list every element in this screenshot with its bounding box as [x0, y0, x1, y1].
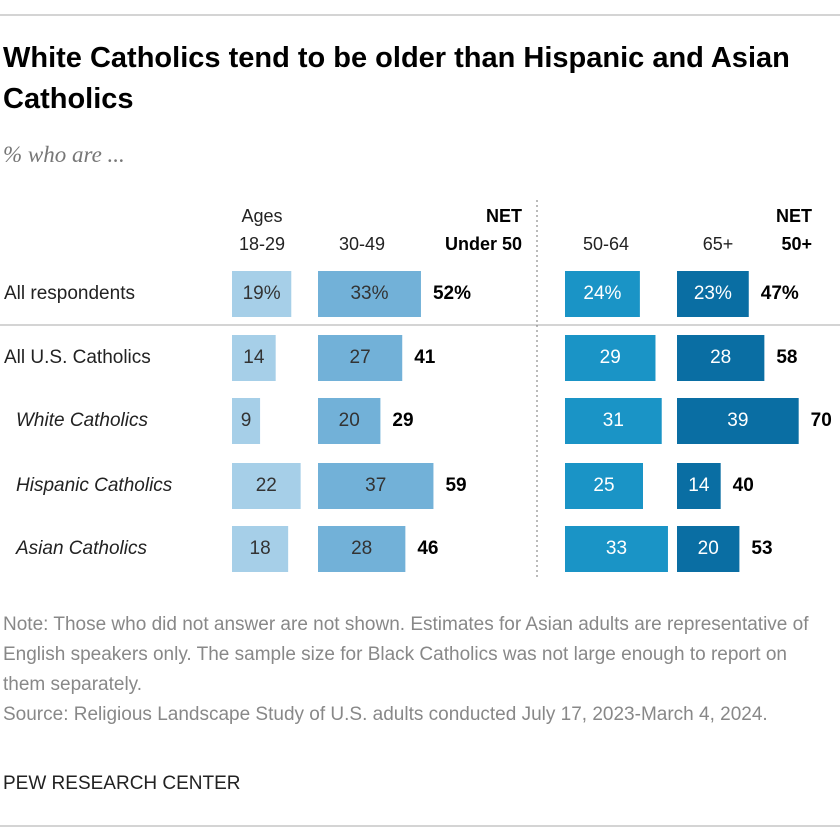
bar: [318, 463, 434, 509]
bar-label: 28: [351, 538, 372, 559]
bar: [677, 335, 765, 381]
chart-title: White Catholics tend to be older than Hi…: [3, 42, 790, 115]
bar: [232, 526, 289, 572]
bar-label: 31: [603, 410, 624, 431]
net-label: 40: [733, 475, 754, 496]
bar: [232, 463, 301, 509]
bar-label: 9: [241, 410, 252, 431]
bar-label: 29: [600, 347, 621, 368]
bar: [677, 271, 749, 317]
bar: [232, 335, 276, 381]
bar-label: 28: [710, 347, 731, 368]
row-label: All U.S. Catholics: [4, 347, 151, 368]
bar-label: 33%: [350, 283, 388, 304]
net-label: 47%: [761, 283, 799, 304]
bar: [677, 398, 799, 444]
bar-label: 20: [698, 538, 719, 559]
source-text: Source: Religious Landscape Study of U.S…: [3, 704, 768, 725]
row-label: All respondents: [4, 283, 135, 304]
bar: [318, 526, 406, 572]
net-label: 52%: [433, 283, 471, 304]
net-label: 58: [776, 347, 797, 368]
bar-label: 24%: [583, 283, 621, 304]
bar: [677, 463, 721, 509]
bar-label: 14: [688, 475, 710, 496]
bar-label: 39: [727, 410, 748, 431]
bar-label: 19%: [243, 283, 281, 304]
bar-label: 33: [606, 538, 627, 559]
bar: [232, 271, 292, 317]
note: Note: Those who did not answer are not s…: [3, 610, 813, 730]
row-label: White Catholics: [16, 410, 148, 431]
bar: [677, 526, 740, 572]
net-label: 70: [811, 410, 832, 431]
column-header: Ages 18-29: [238, 206, 286, 254]
note-text: Note: Those who did not answer are not s…: [3, 614, 809, 695]
bar: [565, 463, 643, 509]
row-label: Asian Catholics: [15, 538, 147, 559]
net-label: 41: [414, 347, 436, 368]
column-header: NET Under 50: [444, 206, 522, 254]
bar-label: 25: [593, 475, 614, 496]
bar: [565, 271, 640, 317]
credit: PEW RESEARCH CENTER: [3, 773, 241, 794]
net-label: 29: [392, 410, 413, 431]
chart-subtitle: % who are ...: [3, 142, 125, 167]
bar-label: 20: [339, 410, 360, 431]
bar: [565, 335, 656, 381]
column-header: 30-49: [338, 234, 386, 254]
bar-label: 23%: [694, 283, 732, 304]
column-header: 65+: [702, 234, 734, 254]
bar: [318, 335, 403, 381]
bar-label: 22: [256, 475, 277, 496]
bar-label: 14: [243, 347, 265, 368]
net-label: 59: [445, 475, 466, 496]
column-header: NET 50+: [776, 206, 812, 254]
bar-label: 18: [250, 538, 271, 559]
bar: [318, 271, 421, 317]
bar: [232, 398, 261, 444]
bar-label: 37: [365, 475, 386, 496]
bar: [565, 526, 668, 572]
bar: [318, 398, 381, 444]
row-label: Hispanic Catholics: [16, 475, 173, 496]
bar-label: 27: [350, 347, 371, 368]
net-label: 46: [417, 538, 438, 559]
bar: [565, 398, 662, 444]
net-label: 53: [751, 538, 772, 559]
column-header: 50-64: [582, 234, 630, 254]
